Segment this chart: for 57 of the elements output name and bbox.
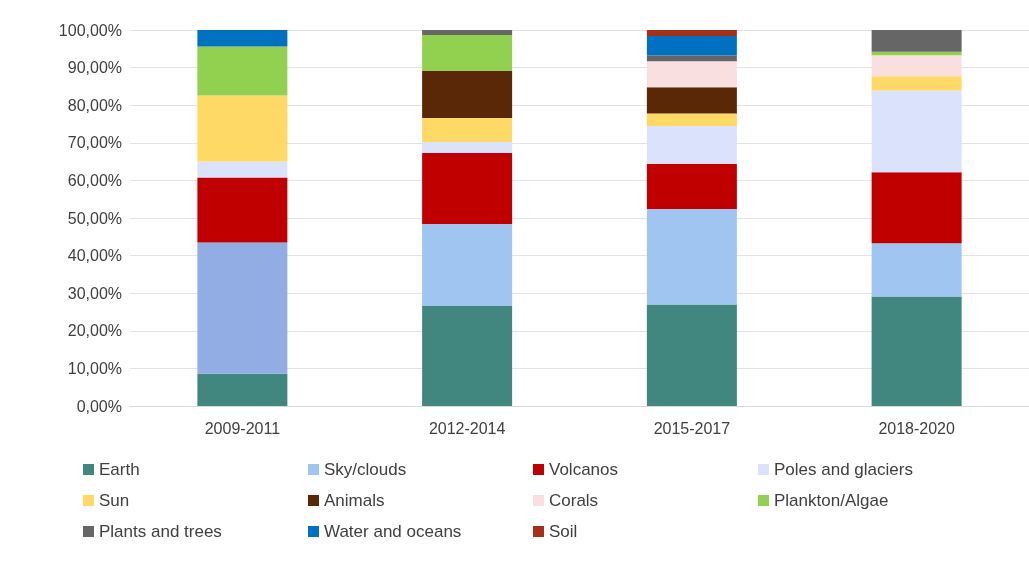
y-tick-label: 70,00%	[67, 134, 122, 152]
bar	[871, 90, 962, 173]
bar	[646, 208, 737, 305]
legend-label: Soil	[549, 522, 578, 541]
bar	[422, 30, 513, 35]
bar	[197, 95, 288, 162]
bar	[422, 117, 513, 143]
legend-label: Poles and glaciers	[774, 460, 913, 479]
y-tick-label: 10,00%	[67, 359, 122, 377]
y-tick-label: 100,00%	[58, 21, 122, 39]
bar	[646, 113, 737, 126]
y-tick-label: 90,00%	[67, 59, 122, 77]
legend-label: Corals	[549, 491, 599, 510]
y-tick-label: 30,00%	[67, 284, 122, 302]
bar	[646, 61, 737, 88]
legend-label: Water and oceans	[324, 522, 462, 541]
bar	[422, 224, 513, 306]
bar	[646, 125, 737, 164]
legend-label: Sun	[99, 491, 130, 510]
legend-label: Animals	[324, 491, 385, 510]
x-tick-label: 2009-2011	[204, 419, 281, 437]
bar	[422, 152, 513, 225]
bar	[422, 70, 513, 118]
legend-label: Plankton/Algae	[774, 491, 889, 510]
bar	[197, 177, 288, 243]
bar	[197, 46, 288, 96]
y-tick-label: 80,00%	[67, 96, 122, 114]
legend-label: Volcanos	[549, 460, 618, 479]
legend-label: Plants and trees	[99, 522, 222, 541]
bar	[871, 30, 962, 52]
bar	[871, 76, 962, 91]
bar	[422, 34, 513, 71]
bar	[646, 304, 737, 406]
bar	[197, 30, 288, 47]
bar	[646, 87, 737, 114]
x-tick-label: 2015-2017	[653, 419, 731, 437]
bar	[871, 243, 962, 297]
legend-label: Sky/clouds	[324, 460, 407, 479]
bar	[646, 30, 737, 37]
y-tick-label: 60,00%	[67, 171, 122, 189]
bar	[197, 242, 288, 374]
y-tick-label: 20,00%	[67, 322, 122, 340]
x-tick-label: 2018-2020	[878, 419, 955, 437]
legend-label: Earth	[99, 460, 140, 479]
y-tick-label: 50,00%	[67, 209, 122, 227]
bar	[197, 161, 288, 178]
bar	[646, 36, 737, 56]
bar	[871, 172, 962, 244]
bar	[197, 373, 288, 406]
x-tick-label: 2012-2014	[428, 419, 506, 437]
bar	[422, 305, 513, 406]
y-tick-label: 40,00%	[67, 247, 122, 265]
bar	[422, 142, 513, 153]
bar	[646, 163, 737, 209]
bar	[871, 55, 962, 77]
y-tick-label: 0,00%	[76, 397, 122, 415]
bar	[871, 296, 962, 406]
